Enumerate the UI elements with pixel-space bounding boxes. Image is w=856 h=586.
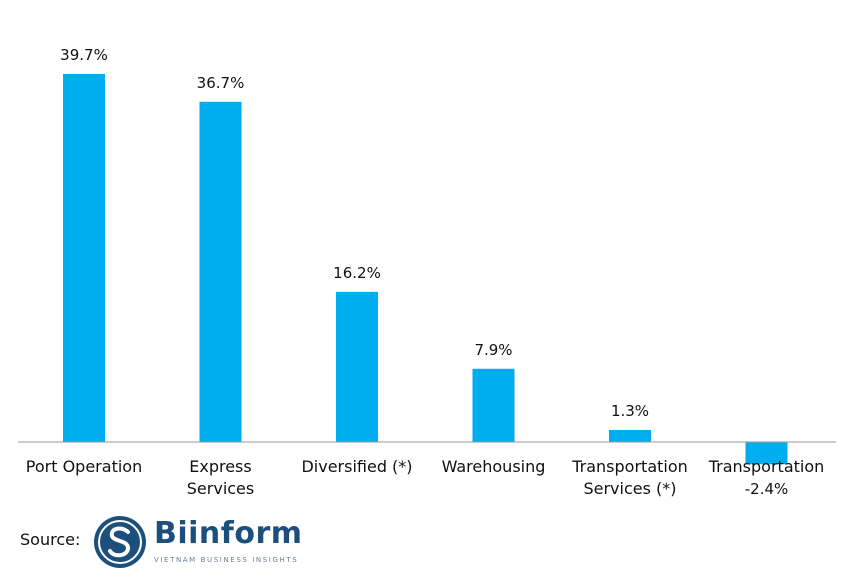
bar [199,101,242,442]
category-label: Port Operation [26,457,142,476]
logo-tagline: VIETNAM BUSINESS INSIGHTS [154,556,299,564]
value-label: 16.2% [333,264,381,282]
value-label: -2.4% [745,480,789,498]
logo-emblem-icon [94,516,146,568]
bar [472,368,515,442]
value-label: 39.7% [60,46,108,64]
category-label: Transportation [708,457,825,476]
bar [63,74,105,442]
logo-wordmark: Biinform [154,516,303,551]
bar [745,442,788,465]
category-label: Services (*) [583,479,676,498]
value-labels-group: 39.7% 36.7% 16.2% 7.9% 1.3% -2.4% [60,46,788,498]
bar [609,429,651,442]
value-label: 7.9% [474,341,512,359]
bar-chart: 39.7% 36.7% 16.2% 7.9% 1.3% -2.4% Port Operat… [18,46,836,498]
category-label: Warehousing [442,457,546,476]
biinform-logo: Biinform VIETNAM BUSINESS INSIGHTS [92,514,302,570]
category-label: Express [189,457,251,476]
value-label: 36.7% [197,74,245,92]
category-label: Diversified (*) [301,457,412,476]
bar [336,291,378,442]
value-label: 1.3% [611,402,649,420]
bars-group [63,74,788,465]
category-labels-group: Port Operation Express Services Diversified… [26,457,824,498]
category-label: Services [187,479,254,498]
source-label: Source: [20,530,81,549]
category-label: Transportation [571,457,688,476]
